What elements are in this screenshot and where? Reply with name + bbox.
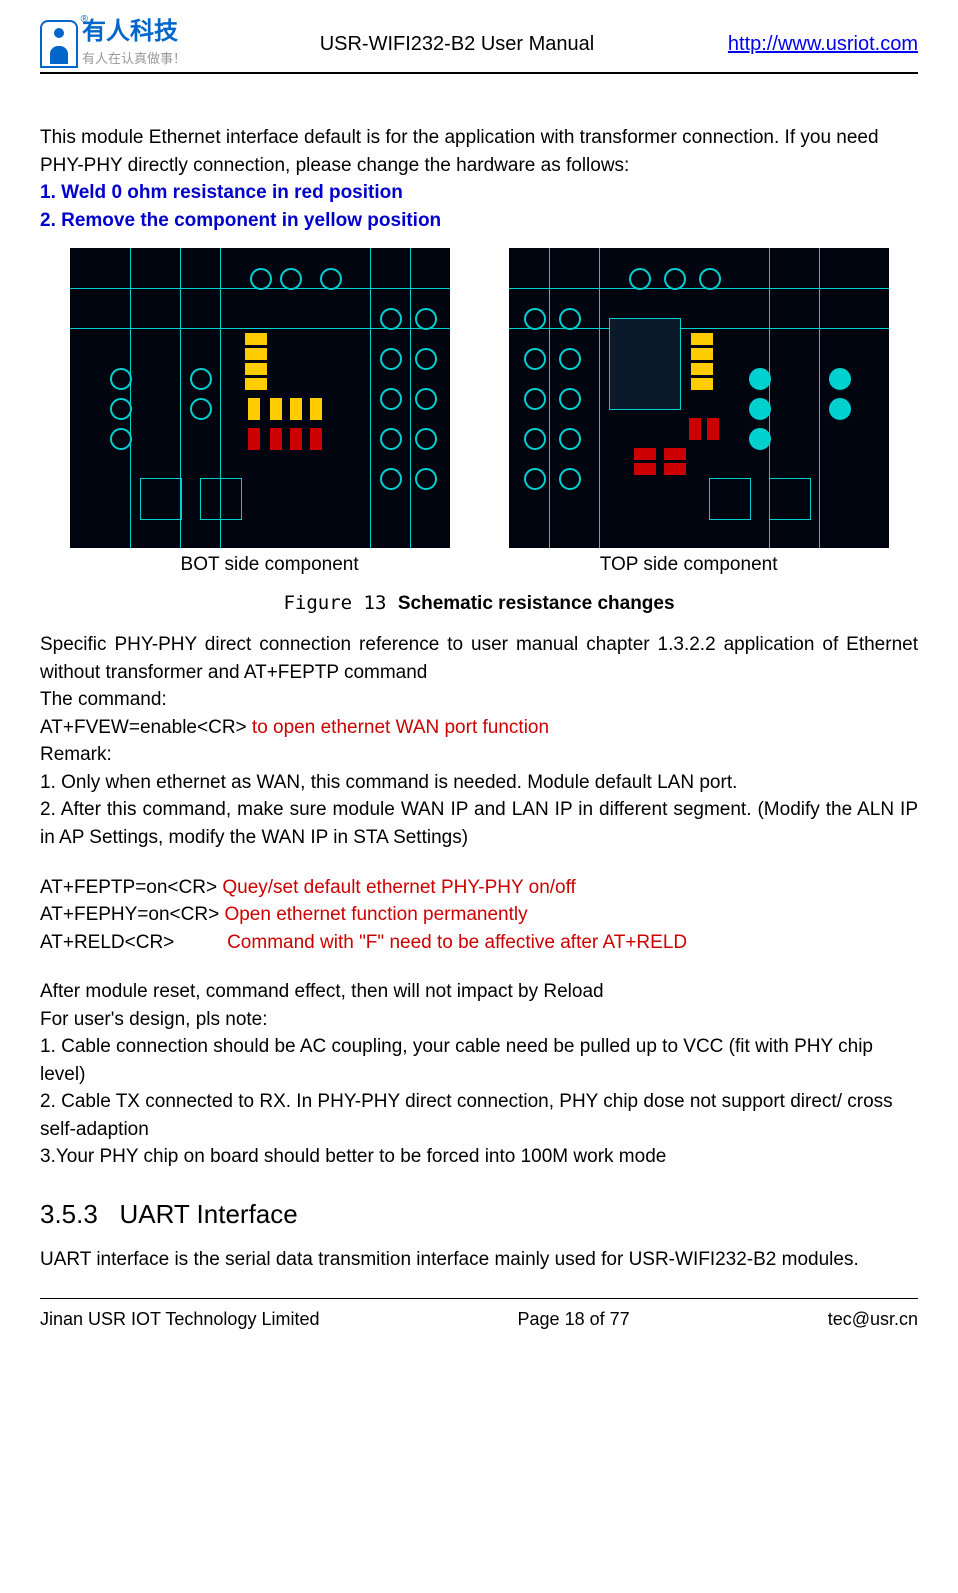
logo-icon: ® <box>40 20 78 68</box>
logo-chinese-text: 有人科技 <box>82 20 186 44</box>
figure-description: Schematic resistance changes <box>398 593 675 614</box>
paragraph-user-design: For user's design, pls note: <box>40 1006 918 1034</box>
cmd-reld-text: AT+RELD<CR> <box>40 932 227 953</box>
cmd-feptp-text: AT+FEPTP=on<CR> <box>40 877 222 898</box>
command-fvew: AT+FVEW=enable<CR> to open ethernet WAN … <box>40 714 918 742</box>
design-note-1: 1. Cable connection should be AC couplin… <box>40 1033 918 1088</box>
cmd-fephy-note: Open ethernet function permanently <box>224 904 527 925</box>
cmd-reld-note: Command with "F" need to be affective af… <box>227 932 687 953</box>
cmd-feptp-note: Quey/set default ethernet PHY-PHY on/off <box>222 877 576 898</box>
figure-title: Figure 13 Schematic resistance changes <box>40 592 918 615</box>
design-note-2: 2. Cable TX connected to RX. In PHY-PHY … <box>40 1088 918 1143</box>
page-header: ® 有人科技 有人在认真做事！ USR-WIFI232-B2 User Manu… <box>40 20 918 74</box>
registered-mark: ® <box>81 14 88 25</box>
design-note-3: 3.Your PHY chip on board should better t… <box>40 1143 918 1171</box>
document-title: USR-WIFI232-B2 User Manual <box>320 33 595 56</box>
logo: ® 有人科技 有人在认真做事！ <box>40 20 186 68</box>
command-label: The command: <box>40 686 918 714</box>
uart-paragraph: UART interface is the serial data transm… <box>40 1246 918 1274</box>
instruction-step-2: 2. Remove the component in yellow positi… <box>40 207 918 235</box>
cmd-fvew-note: to open ethernet WAN port function <box>252 717 549 738</box>
figure-row <box>40 248 918 548</box>
instruction-step-1: 1. Weld 0 ohm resistance in red position <box>40 179 918 207</box>
figure-number: Figure 13 <box>283 592 397 614</box>
command-reld: AT+RELD<CR> Command with "F" need to be … <box>40 929 918 957</box>
intro-paragraph: This module Ethernet interface default i… <box>40 124 918 179</box>
pcb-image-bot <box>70 248 450 548</box>
section-number: 3.5.3 <box>40 1199 98 1229</box>
paragraph-after-reset: After module reset, command effect, then… <box>40 978 918 1006</box>
caption-bot: BOT side component <box>181 554 359 576</box>
cmd-fephy-text: AT+FEPHY=on<CR> <box>40 904 224 925</box>
section-heading-uart: 3.5.3 UART Interface <box>40 1199 918 1230</box>
caption-top: TOP side component <box>600 554 778 576</box>
command-fephy: AT+FEPHY=on<CR> Open ethernet function p… <box>40 901 918 929</box>
logo-tagline: 有人在认真做事！ <box>82 48 186 67</box>
cmd-fvew-text: AT+FVEW=enable<CR> <box>40 717 252 738</box>
command-feptp: AT+FEPTP=on<CR> Quey/set default etherne… <box>40 874 918 902</box>
section-title: UART Interface <box>120 1199 298 1229</box>
figure-captions: BOT side component TOP side component <box>40 554 918 576</box>
remark-1: 1. Only when ethernet as WAN, this comma… <box>40 769 918 797</box>
remark-label: Remark: <box>40 741 918 769</box>
remark-2: 2. After this command, make sure module … <box>40 796 918 851</box>
paragraph-specific: Specific PHY-PHY direct connection refer… <box>40 631 918 686</box>
footer-page-number: Page 18 of 77 <box>518 1309 630 1330</box>
footer-email: tec@usr.cn <box>828 1309 918 1330</box>
pcb-image-top <box>509 248 889 548</box>
page-footer: Jinan USR IOT Technology Limited Page 18… <box>40 1298 918 1330</box>
header-url-link[interactable]: http://www.usriot.com <box>728 33 918 56</box>
footer-company: Jinan USR IOT Technology Limited <box>40 1309 319 1330</box>
